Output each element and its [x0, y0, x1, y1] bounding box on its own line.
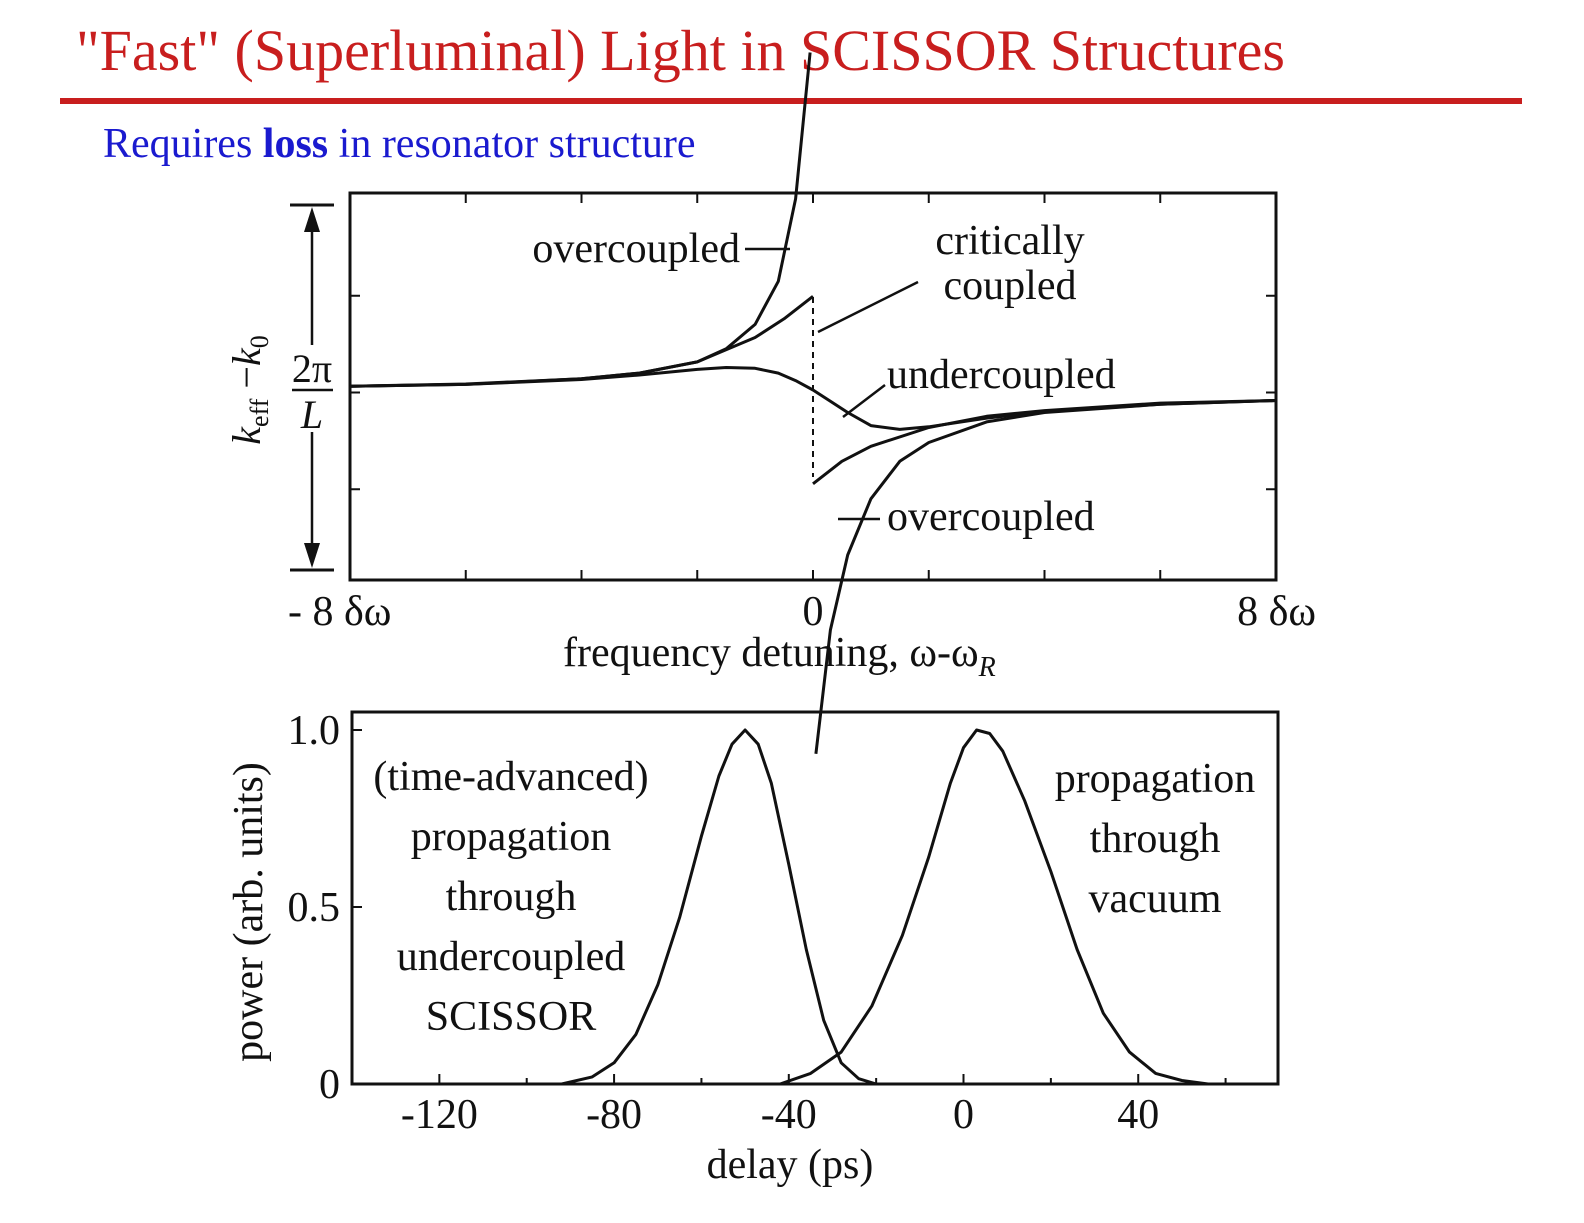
dispersion-chart: 2π L keff −k0 overcoupled critically cou…	[224, 52, 1316, 754]
bottom-y-tick-label: 1.0	[288, 708, 341, 754]
bottom-x-axis-label: delay (ps)	[707, 1142, 874, 1188]
subtitle-pre: Requires	[103, 121, 263, 167]
top-x-axis-label-sub: R	[978, 652, 996, 683]
subtitle-post: in resonator structure	[328, 121, 696, 167]
undercoupled-leader	[842, 384, 886, 418]
critically-coupled-curve-1	[349, 295, 814, 388]
left-annotation-line-2: propagation	[411, 814, 612, 860]
bottom-ticks: -120 -80 -40 0 40 0 0.5 1.0	[288, 708, 1227, 1138]
bottom-y-tick-label: 0	[319, 1062, 340, 1108]
bottom-x-tick-label: 40	[1117, 1092, 1159, 1138]
top-y-axis-label: keff −k0	[224, 335, 274, 444]
subtitle-bold: loss	[262, 121, 329, 167]
left-pulse-annotation: (time-advanced) propagation through unde…	[373, 754, 648, 1040]
top-x-tick-label-zero: 0	[803, 589, 824, 635]
top-x-tick-label-left: - 8 δω	[288, 589, 391, 635]
annotation-undercoupled: undercoupled	[887, 352, 1116, 398]
left-annotation-line-1: (time-advanced)	[373, 754, 648, 800]
left-annotation-line-5: SCISSOR	[426, 994, 596, 1040]
bottom-x-tick-label: -80	[586, 1092, 642, 1138]
overcoupled-curve-1	[349, 52, 812, 388]
top-ticks	[349, 193, 1277, 580]
left-annotation-line-3: through	[446, 874, 577, 920]
bottom-curves	[561, 728, 1209, 1086]
top-x-axis-label: frequency detuning, ω-ωR	[563, 630, 996, 683]
bottom-plot-frame	[350, 710, 1280, 1086]
subtitle: Requires loss in resonator structure	[103, 123, 696, 165]
right-pulse-annotation: propagation through vacuum	[1055, 756, 1256, 922]
y-scale-denominator: L	[300, 392, 323, 437]
left-annotation-line-4: undercoupled	[397, 934, 626, 980]
annotation-coupled: coupled	[944, 263, 1077, 309]
right-annotation-line-3: vacuum	[1089, 876, 1222, 922]
annotation-critically: critically	[935, 218, 1084, 264]
bottom-y-tick-label: 0.5	[288, 885, 341, 931]
overcoupled-curve-2	[814, 399, 1277, 754]
range-arrow-head-up	[304, 207, 320, 232]
bottom-x-tick-label: -120	[401, 1092, 478, 1138]
right-annotation-line-1: propagation	[1055, 756, 1256, 802]
bottom-y-axis-label: power (arb. units)	[226, 762, 272, 1062]
annotation-overcoupled-bottom: overcoupled	[887, 494, 1095, 540]
top-x-tick-label-right: 8 δω	[1237, 589, 1316, 635]
critically-coupled-leader	[817, 280, 919, 334]
scissor-pulse-curve	[561, 728, 877, 1086]
top-curves	[349, 52, 1277, 754]
page-title: "Fast" (Superluminal) Light in SCISSOR S…	[76, 18, 1285, 83]
title-rule	[60, 98, 1522, 104]
annotation-overcoupled-top: overcoupled	[532, 226, 740, 272]
bottom-x-tick-label: -40	[761, 1092, 817, 1138]
top-x-axis-label-main: frequency detuning, ω-ω	[563, 630, 979, 676]
range-arrow-head-down	[304, 543, 320, 568]
vacuum-pulse-curve	[779, 728, 1209, 1086]
y-scale-numerator: 2π	[292, 346, 332, 391]
right-annotation-line-2: through	[1090, 816, 1221, 862]
bottom-x-tick-label: 0	[953, 1092, 974, 1138]
